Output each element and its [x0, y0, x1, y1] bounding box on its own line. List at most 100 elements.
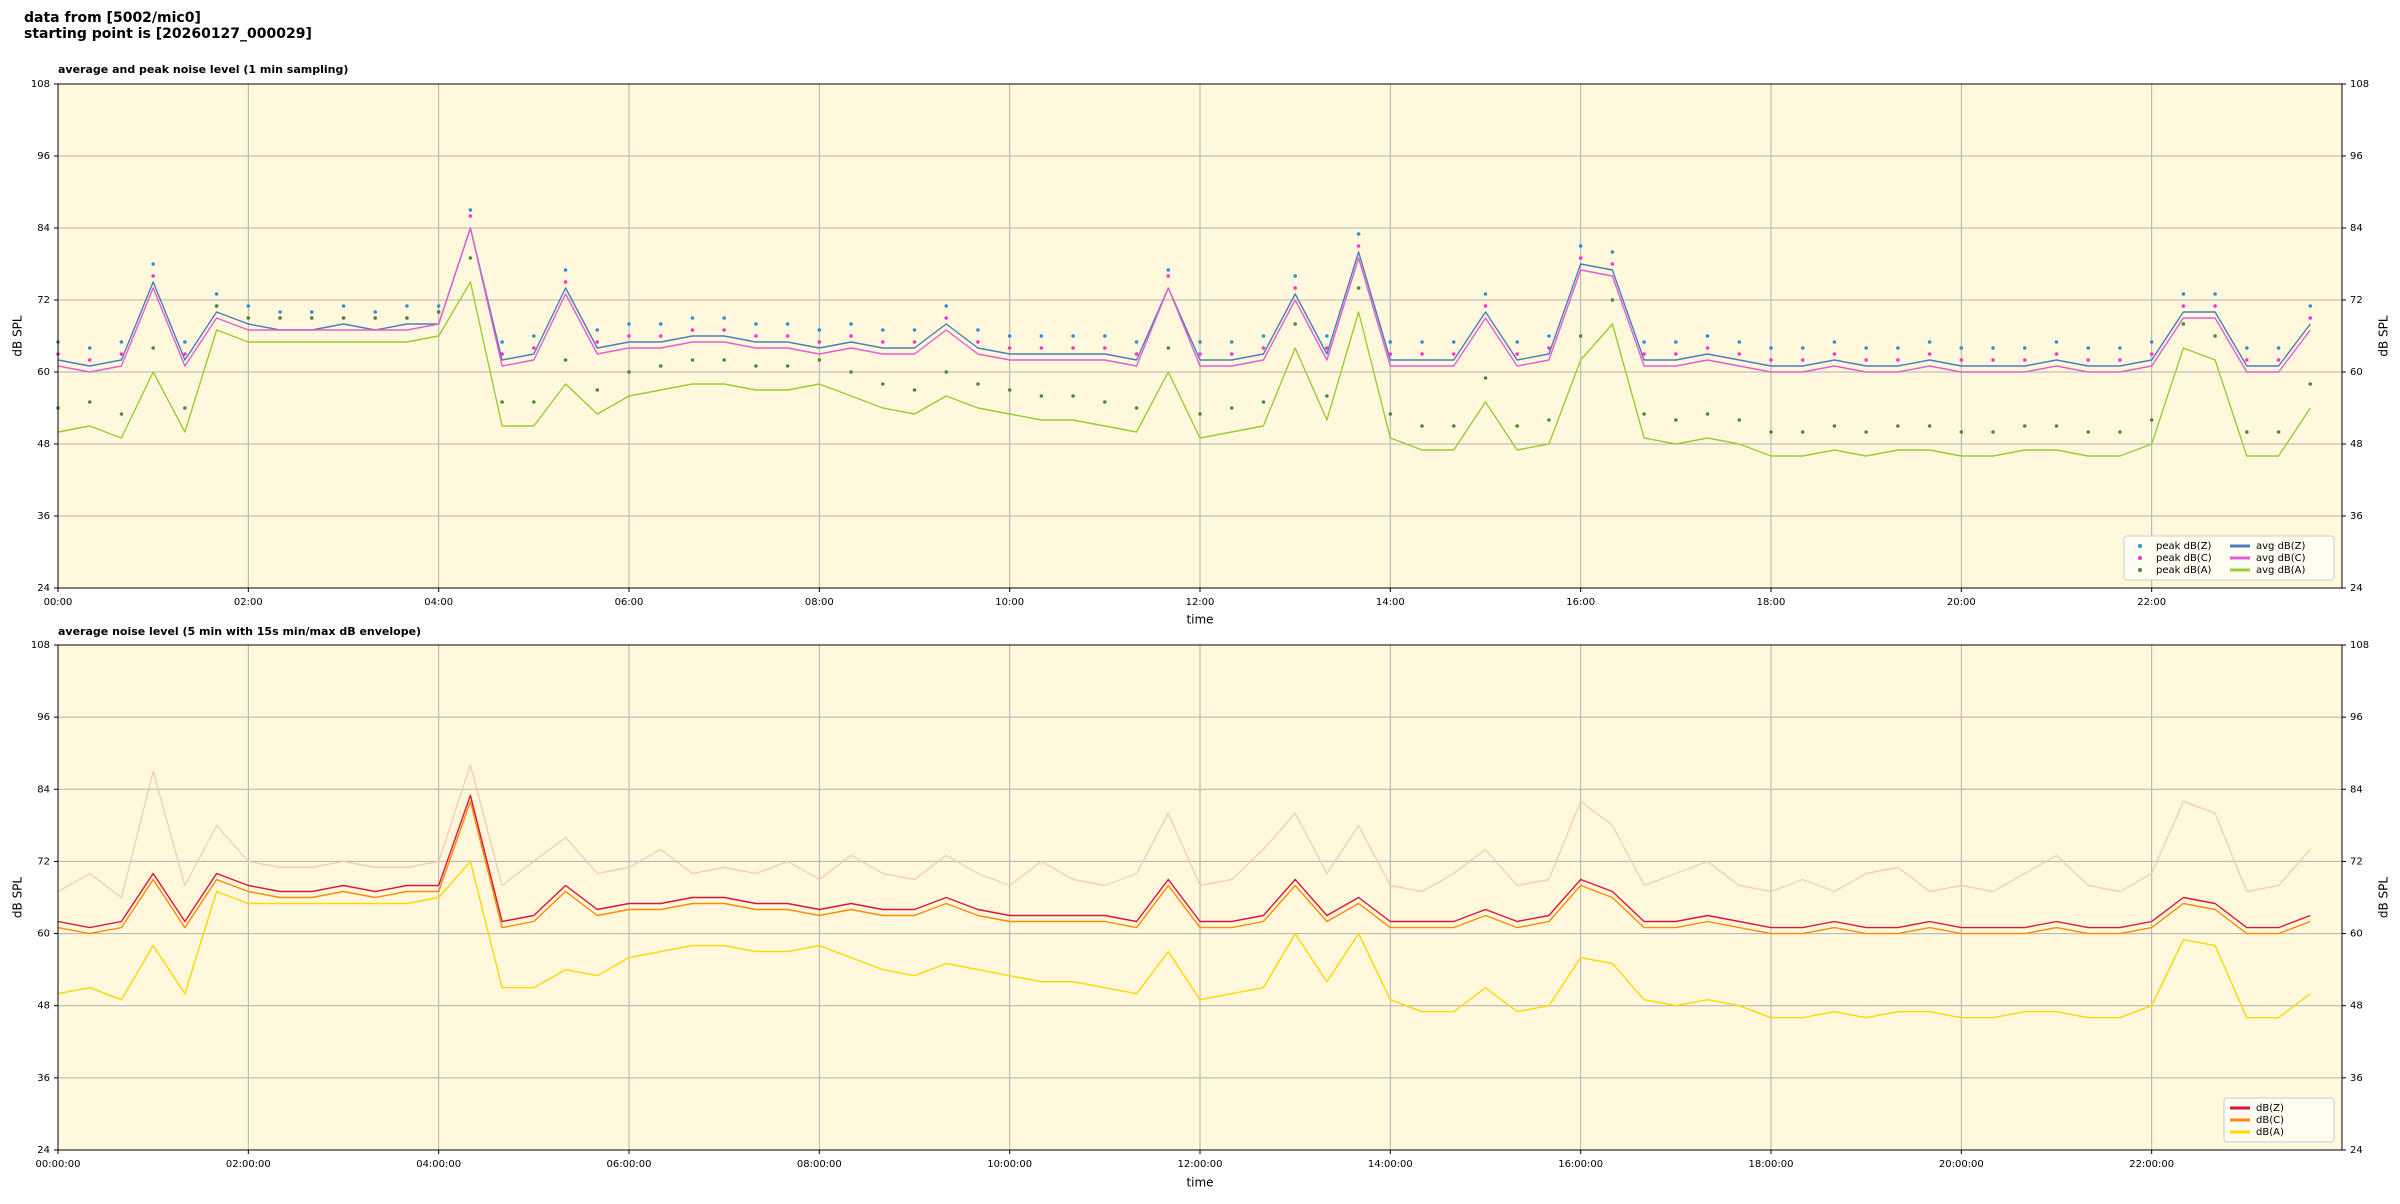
plot-frame — [57, 644, 2343, 1151]
peak-dot — [1134, 406, 1139, 410]
peak-dot — [690, 358, 695, 362]
peak-dot — [1293, 274, 1297, 278]
peak-dot — [1293, 286, 1297, 290]
peak-dot — [627, 322, 631, 326]
peak-dot — [912, 328, 917, 332]
x-tick-label: 16:00 — [1566, 597, 1595, 608]
peak-dot — [912, 340, 917, 344]
peak-dot — [2308, 382, 2313, 386]
y-tick-label: 24 — [37, 583, 50, 594]
peak-dot — [1991, 358, 1995, 362]
peak-dot — [2149, 352, 2154, 356]
peak-dot — [1927, 340, 1932, 344]
peak-dot — [1737, 340, 1742, 344]
peak-dot — [563, 280, 568, 284]
x-tick-label: 14:00:00 — [1368, 1159, 1413, 1170]
peak-dot — [1007, 346, 1012, 350]
y-tick-label: 36 — [37, 1073, 50, 1084]
peak-dot — [1547, 334, 1551, 338]
chart-title: average and peak noise level (1 min samp… — [58, 63, 348, 76]
legend-label: peak dB(C) — [2156, 553, 2212, 564]
peak-dot — [1103, 400, 1107, 404]
peak-dot — [1705, 412, 1710, 416]
peak-dot — [2213, 292, 2217, 296]
peak-dot — [1166, 268, 1171, 272]
peak-dot — [976, 328, 980, 332]
peak-dot — [1991, 430, 1995, 434]
peak-dot — [1325, 394, 1329, 398]
peak-dot — [500, 400, 504, 404]
y-tick-label: 108 — [2350, 640, 2369, 651]
x-tick-label: 16:00:00 — [1558, 1159, 1603, 1170]
peak-dot — [1293, 322, 1297, 326]
peak-dot — [468, 214, 473, 218]
peak-dot — [2149, 418, 2154, 422]
legend-label: peak dB(Z) — [2156, 541, 2212, 552]
series-line — [57, 800, 2311, 935]
x-tick-label: 22:00:00 — [2129, 1159, 2174, 1170]
peak-dot — [500, 340, 504, 344]
peak-dot — [595, 328, 600, 332]
y-tick-label: 24 — [2350, 583, 2363, 594]
y-tick-label: 60 — [2350, 367, 2363, 378]
peak-dot — [119, 412, 124, 416]
peak-dot — [151, 346, 155, 350]
peak-dot — [722, 316, 726, 320]
peak-dot — [944, 316, 949, 320]
peak-dot — [722, 358, 726, 362]
legend-label: avg dB(C) — [2256, 553, 2306, 564]
peak-dot — [468, 256, 473, 260]
peak-dot — [214, 292, 219, 296]
peak-dot — [2149, 340, 2154, 344]
peak-dot — [1007, 388, 1012, 392]
y-tick-label: 96 — [2350, 151, 2363, 162]
y-tick-label: 36 — [2350, 511, 2363, 522]
y-tick-label: 48 — [37, 1001, 50, 1012]
peak-dot — [754, 334, 758, 338]
x-tick-label: 20:00 — [1947, 597, 1976, 608]
peak-dot — [2054, 340, 2059, 344]
peak-dot — [2086, 358, 2091, 362]
y-tick-label: 36 — [2350, 1073, 2363, 1084]
peak-dot — [1451, 352, 1456, 356]
peak-dot — [436, 310, 441, 314]
peak-dot — [690, 328, 695, 332]
x-axis-label: time — [1186, 613, 1213, 627]
y-tick-label: 96 — [37, 151, 50, 162]
peak-dot — [2276, 346, 2281, 350]
peak-dot — [1769, 358, 1773, 362]
peak-dot — [627, 334, 631, 338]
series-line — [57, 227, 2311, 367]
peak-dot — [627, 370, 631, 374]
peak-dot — [880, 382, 885, 386]
peak-dot — [2213, 304, 2217, 308]
x-tick-label: 06:00 — [615, 597, 644, 608]
peak-dot — [532, 346, 536, 350]
peak-dot — [1356, 244, 1361, 248]
peak-dot — [1103, 334, 1107, 338]
y-tick-label: 48 — [2350, 1001, 2363, 1012]
peak-dot — [1991, 346, 1995, 350]
peak-dot — [1103, 346, 1107, 350]
peak-dot — [2181, 292, 2186, 296]
legend-marker — [2138, 568, 2142, 572]
legend-label: peak dB(A) — [2156, 565, 2212, 576]
peak-dot — [1229, 406, 1234, 410]
peak-dot — [1229, 352, 1234, 356]
peak-dot — [1547, 346, 1551, 350]
peak-dot — [1483, 304, 1488, 308]
peak-dot — [1261, 400, 1266, 404]
peak-dot — [2308, 316, 2313, 320]
peak-dot — [246, 304, 251, 308]
y-tick-label: 48 — [37, 439, 50, 450]
envelope-line — [57, 764, 2311, 899]
peak-dot — [1800, 430, 1805, 434]
peak-dot — [1483, 376, 1488, 380]
x-tick-label: 08:00:00 — [797, 1159, 842, 1170]
x-tick-label: 20:00:00 — [1939, 1159, 1984, 1170]
peak-dot — [1642, 412, 1646, 416]
peak-dot — [1769, 430, 1773, 434]
x-tick-label: 18:00:00 — [1749, 1159, 1794, 1170]
peak-dot — [658, 322, 663, 326]
